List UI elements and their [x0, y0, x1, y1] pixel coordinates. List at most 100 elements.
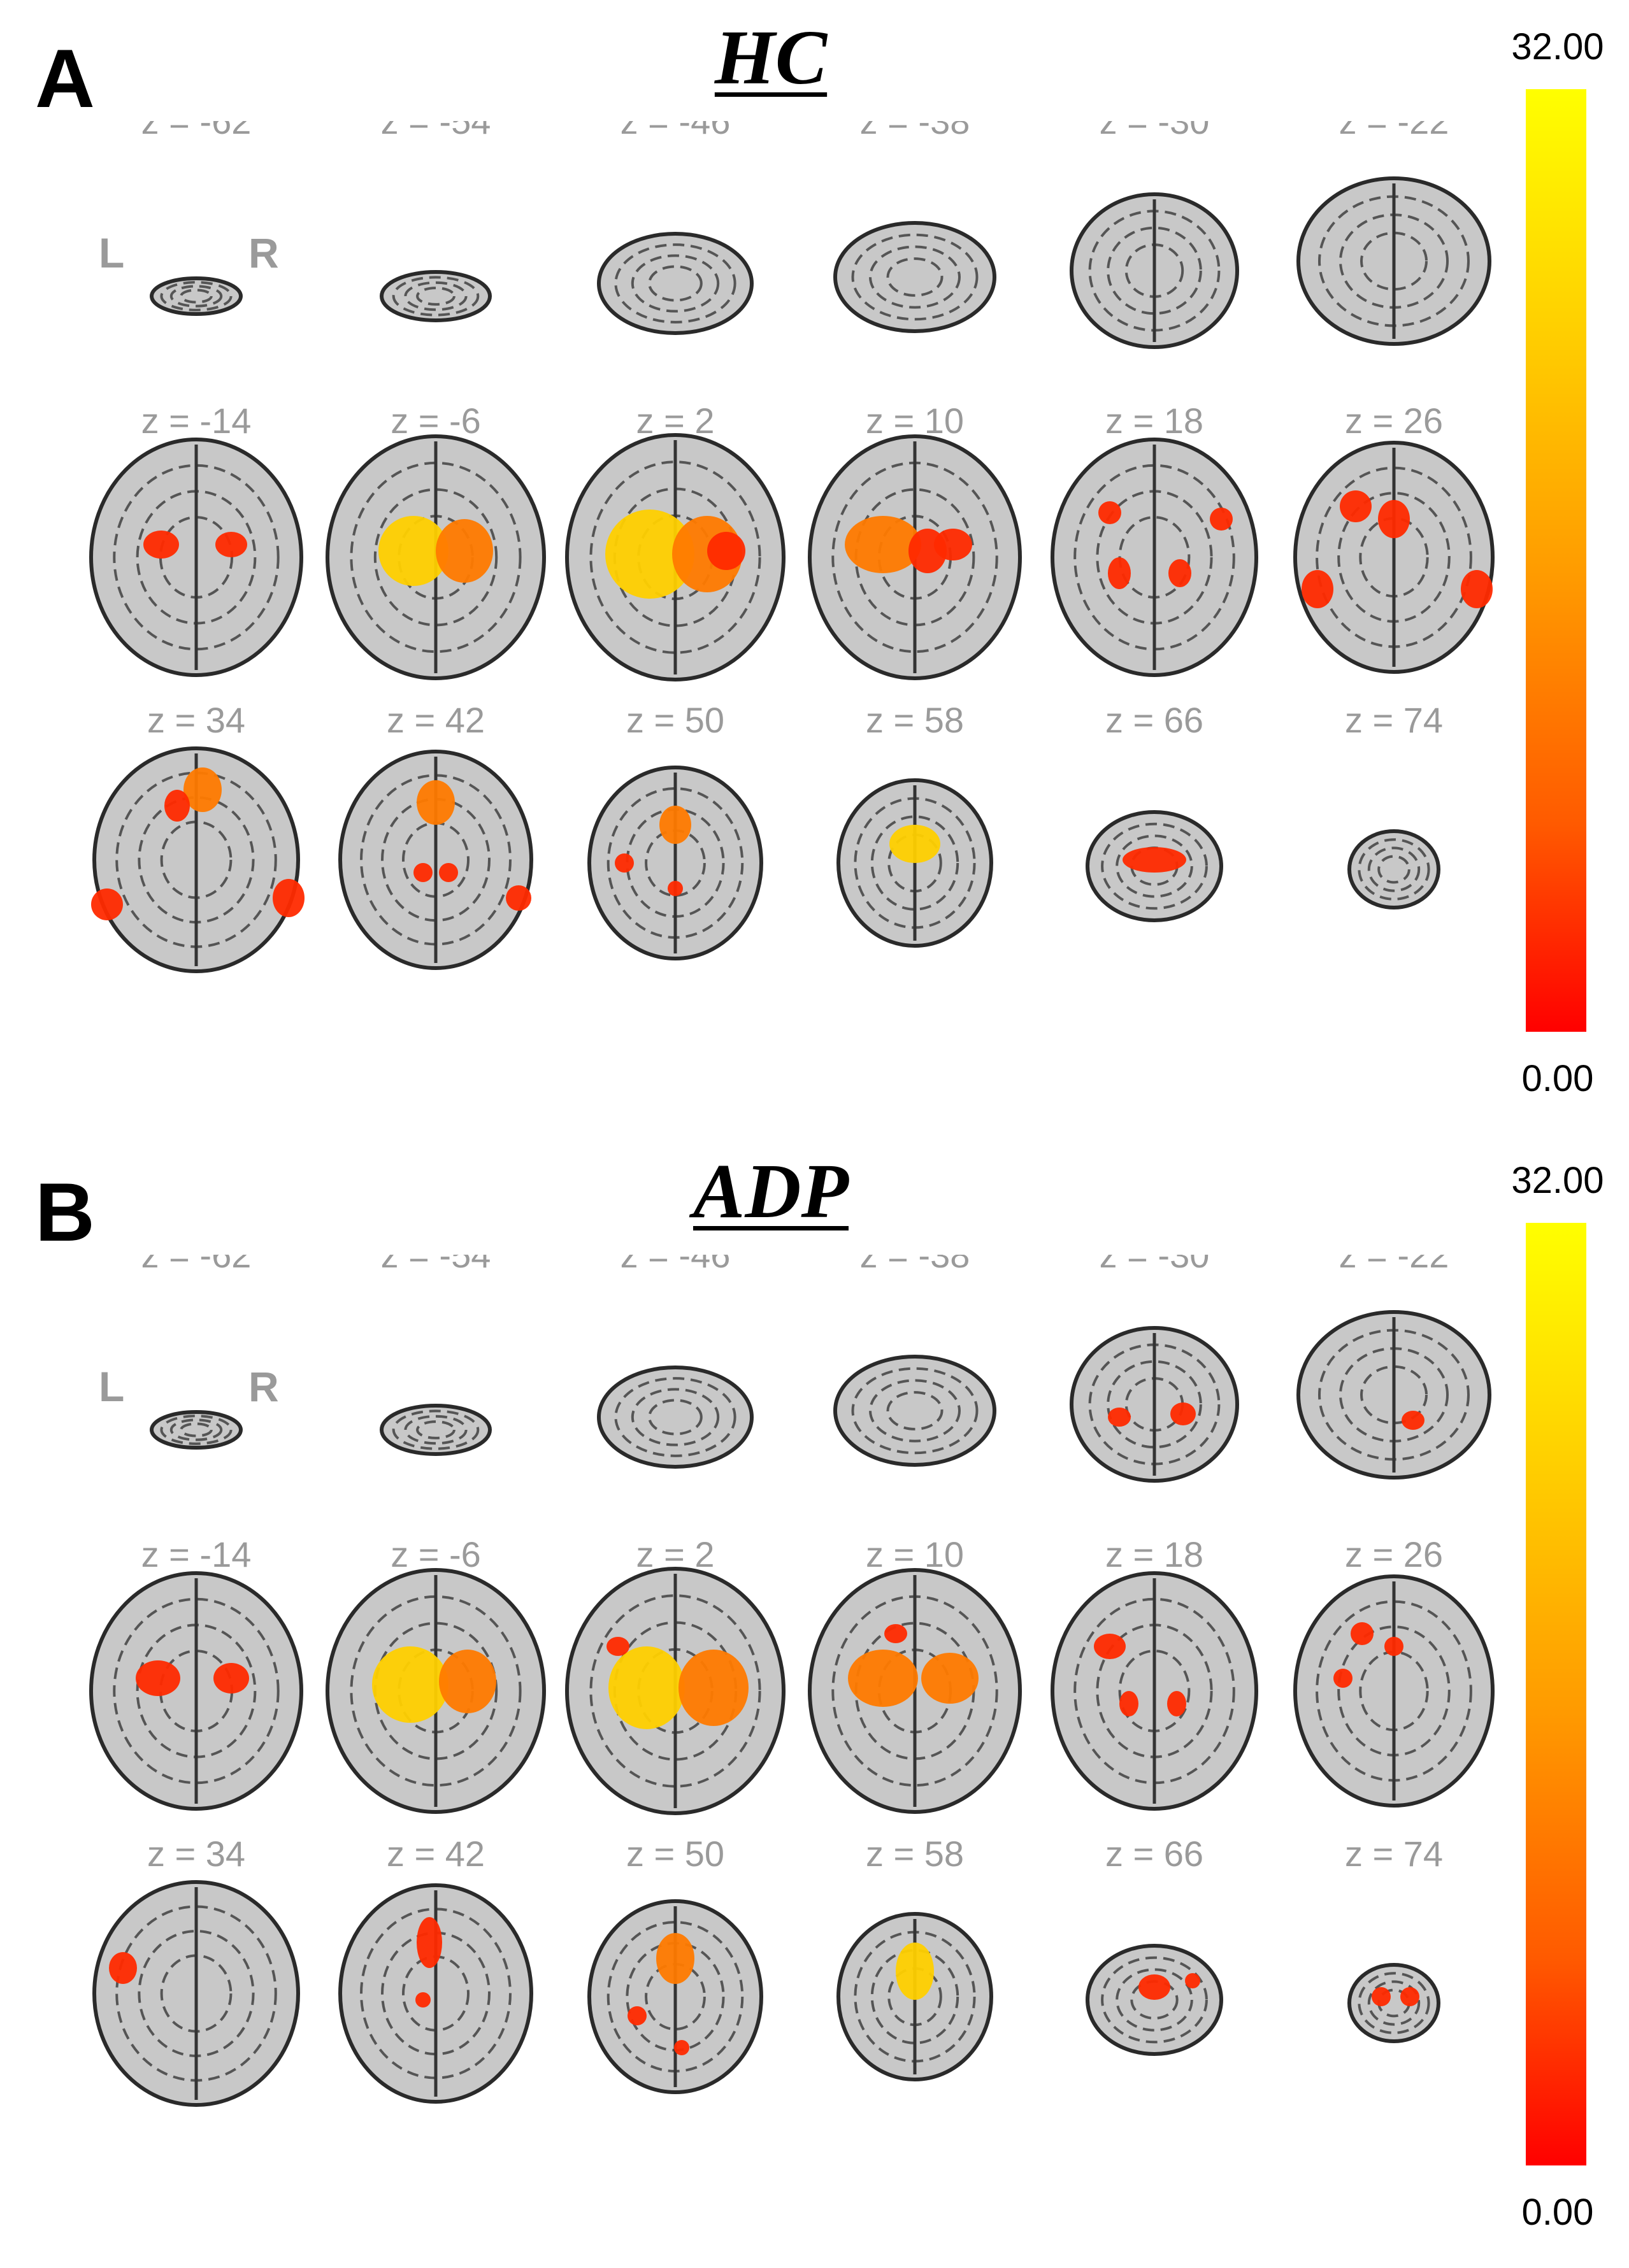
- panel-title: HC: [714, 15, 828, 101]
- activation-cluster: [1094, 1634, 1126, 1659]
- axial-brain-slice: [92, 1880, 300, 2107]
- activation-cluster: [659, 806, 691, 844]
- axial-brain-slice: [1296, 176, 1491, 346]
- activation-cluster: [606, 1637, 629, 1656]
- axial-brain-slice: [1086, 810, 1223, 922]
- right-hemisphere-label: R: [248, 1363, 279, 1410]
- axial-brain-slice: [1293, 441, 1495, 674]
- activation-cluster: [378, 516, 449, 586]
- axial-brain-slice: [1296, 1310, 1491, 1480]
- activation-cluster: [1170, 1402, 1196, 1425]
- slice-z-label: z = -62: [141, 1255, 252, 1275]
- activation-cluster: [1108, 1408, 1131, 1427]
- activation-cluster: [1302, 570, 1333, 608]
- axial-brain-slice: [587, 766, 763, 960]
- activation-cluster: [1333, 1669, 1353, 1688]
- axial-brain-slice: [150, 276, 243, 316]
- panel-b: B ADP L R z = -62 z = -54 z = -46 z = -38 z …: [0, 1134, 1629, 2267]
- slice-z-label: z = 26: [1345, 401, 1443, 441]
- slice-z-label: z = -22: [1339, 121, 1449, 141]
- slice-z-label: z = -38: [860, 121, 970, 141]
- activation-cluster: [1098, 501, 1121, 524]
- axial-brain-slice: [89, 438, 303, 677]
- slice-z-label: z = -6: [391, 401, 481, 441]
- axial-brain-slice: [380, 1404, 492, 1456]
- activation-cluster: [415, 1992, 431, 2008]
- axial-brain-slice: [1086, 1944, 1223, 2056]
- panel-letter: A: [35, 32, 95, 125]
- left-hemisphere-label: L: [99, 1363, 124, 1410]
- activation-cluster: [1210, 508, 1233, 531]
- slice-z-label: z = 18: [1105, 401, 1203, 441]
- activation-cluster: [1372, 1987, 1391, 2006]
- slice-z-label: z = -30: [1100, 1255, 1210, 1275]
- activation-cluster: [1138, 1974, 1170, 2000]
- slice-z-label: z = 58: [866, 700, 964, 740]
- activation-cluster: [91, 888, 123, 920]
- brain-slice-grid: L R z = -62 z = -54 z = -46 z = -38 z = -30 z…: [89, 121, 1495, 973]
- activation-cluster: [213, 1663, 249, 1694]
- colorbar-min-label: 0.00: [1521, 2192, 1594, 2233]
- activation-cluster: [109, 1952, 137, 1984]
- activation-cluster: [889, 825, 940, 863]
- activation-cluster: [136, 1660, 180, 1696]
- activation-cluster: [1378, 500, 1410, 538]
- slice-z-label: z = 74: [1345, 700, 1443, 740]
- activation-cluster: [845, 516, 921, 573]
- left-hemisphere-label: L: [99, 229, 124, 276]
- activation-cluster: [164, 790, 190, 822]
- activation-cluster: [674, 2040, 689, 2055]
- colorbar-max-label: 32.00: [1511, 26, 1604, 68]
- slice-z-label: z = 50: [626, 1834, 724, 1874]
- slice-z-label: z = -30: [1100, 121, 1210, 141]
- activation-cluster: [608, 1646, 685, 1729]
- axial-brain-slice: [565, 433, 786, 681]
- activation-cluster: [1461, 570, 1493, 608]
- axial-brain-slice: [1070, 1326, 1239, 1483]
- brain-slice-grid: L R z = -62 z = -54 z = -46 z = -38 z = -30 z…: [89, 1255, 1495, 2107]
- activation-cluster: [436, 519, 493, 583]
- panel-title: ADP: [693, 1148, 849, 1234]
- slice-z-label: z = -14: [141, 401, 252, 441]
- slice-z-label: z = -22: [1339, 1255, 1449, 1275]
- slice-z-label: z = -46: [621, 1255, 731, 1275]
- slice-z-label: z = 42: [387, 700, 485, 740]
- axial-brain-slice: [597, 1366, 754, 1469]
- axial-brain-slice: [833, 1355, 996, 1467]
- slice-z-label: z = 66: [1105, 700, 1203, 740]
- activation-cluster: [215, 532, 247, 557]
- slice-z-label: z = 26: [1345, 1534, 1443, 1574]
- activation-cluster: [605, 510, 694, 599]
- activation-cluster: [1340, 490, 1372, 522]
- axial-brain-slice: [836, 1912, 993, 2081]
- activation-cluster: [143, 531, 179, 559]
- activation-cluster: [413, 863, 433, 882]
- activation-cluster: [506, 885, 531, 911]
- activation-cluster: [921, 1653, 979, 1704]
- slice-z-label: z = 42: [387, 1834, 485, 1874]
- axial-brain-slice: [1347, 1963, 1440, 2043]
- activation-cluster: [1167, 1691, 1186, 1716]
- slice-z-label: z = 58: [866, 1834, 964, 1874]
- panel-letter: B: [35, 1166, 95, 1259]
- slice-z-label: z = 10: [866, 401, 964, 441]
- activation-cluster: [678, 1650, 749, 1726]
- colorbar: [1526, 89, 1586, 1032]
- axial-brain-slice: [326, 1568, 546, 1814]
- slice-z-label: z = -38: [860, 1255, 970, 1275]
- activation-cluster: [896, 1943, 934, 2000]
- activation-cluster: [417, 1917, 442, 1968]
- colorbar-max-label: 32.00: [1511, 1160, 1604, 1201]
- activation-cluster: [439, 863, 458, 882]
- activation-cluster: [1185, 1973, 1200, 1988]
- slice-z-label: z = -54: [381, 121, 491, 141]
- slice-z-label: z = 34: [147, 1834, 245, 1874]
- activation-cluster: [628, 2006, 647, 2025]
- activation-cluster: [615, 853, 634, 873]
- right-hemisphere-label: R: [248, 229, 279, 276]
- activation-cluster: [1119, 1691, 1138, 1716]
- activation-cluster: [439, 1650, 496, 1713]
- axial-brain-slice: [1051, 1571, 1258, 1811]
- axial-brain-slice: [808, 434, 1022, 680]
- slice-z-label: z = 66: [1105, 1834, 1203, 1874]
